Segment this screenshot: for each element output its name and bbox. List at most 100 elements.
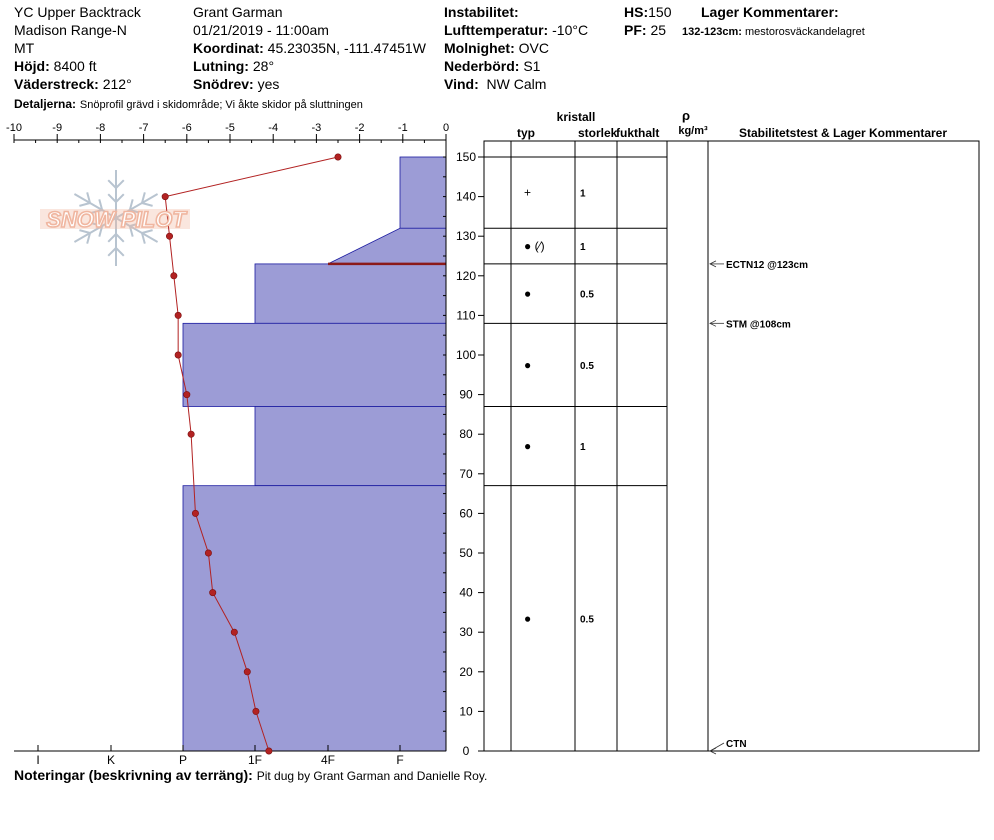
slope: Lutning: 28°	[193, 58, 275, 74]
height-tick-label: 80	[459, 427, 473, 441]
elevation: Höjd: 8400 ft	[14, 58, 97, 74]
snowflake-branch	[79, 202, 91, 207]
snowflake-branch	[115, 193, 125, 203]
hardness-tick-label: 4F	[321, 753, 335, 767]
grain-type-symbol: ● (⁄)	[524, 239, 545, 253]
temperature-series	[161, 153, 342, 755]
snowflake-arm	[115, 193, 159, 219]
temperature-tick-label: -7	[139, 122, 149, 134]
snowflake-branch	[86, 192, 91, 204]
temperature-point	[161, 193, 169, 201]
stability-header: Stabilitetstest & Lager Kommentarer	[739, 126, 947, 140]
snowflake-branch	[115, 179, 125, 189]
height-tick-label: 90	[459, 388, 473, 402]
hardness-tick-label: I	[36, 753, 39, 767]
temperature-tick-label: -6	[182, 122, 192, 134]
hardness-layer	[327, 227, 447, 265]
stability-test-label: CTN	[726, 739, 747, 750]
height-tick-label: 100	[456, 348, 476, 362]
snowflake-branch	[86, 232, 91, 244]
snowflake-branch	[129, 222, 141, 227]
moisture-header: fukthalt	[616, 126, 659, 140]
details: Detaljerna: Snöprofil grävd i skidområde…	[14, 97, 363, 111]
snowflake-arm	[73, 193, 117, 219]
temperature-point	[209, 589, 217, 597]
profile-axes: -10 -9 -8 -7 -6 -5 -4 -3 -2 -1 0I K P 1F 4F F0102030405…	[6, 122, 484, 767]
temperature-point	[230, 628, 238, 636]
layer-comment: 132-123cm: mestorosväckandelagret	[682, 26, 865, 38]
hardness-layer	[399, 156, 447, 229]
snow-pilot-logo: SNOW PILOT	[46, 207, 187, 232]
snowflake-branch	[98, 199, 104, 211]
datetime: 01/21/2019 - 11:00am	[193, 22, 329, 38]
sky-cover: Molnighet: OVC	[444, 40, 549, 56]
height-tick-label: 30	[459, 625, 473, 639]
hardness-layer	[182, 485, 447, 752]
snowflake-branch	[141, 202, 153, 207]
hardness-layers	[182, 156, 447, 752]
foot-penetration: PF: 25	[624, 22, 667, 38]
height-tick-label: 0	[463, 744, 470, 758]
temperature-tick-label: -1	[398, 122, 408, 134]
location-state: MT	[14, 40, 35, 56]
temperature-point	[170, 272, 178, 280]
height-tick-label: 50	[459, 546, 473, 560]
temperature-tick-label: -2	[355, 122, 365, 134]
height-tick-label: 110	[456, 308, 475, 322]
stability-arrow-head	[709, 260, 717, 268]
snowflake-branch	[141, 192, 146, 204]
snowflake-branch	[115, 233, 125, 243]
height-tick-label: 70	[459, 467, 473, 481]
height-tick-label: 20	[459, 665, 473, 679]
hardness-tick-label: 1F	[248, 753, 262, 767]
temperature-tick-label: -9	[52, 122, 62, 134]
temperature-point	[166, 232, 174, 240]
type-header: typ	[517, 126, 535, 140]
snowflake-branch	[91, 222, 103, 227]
wind-loading: Snödrev: yes	[193, 76, 280, 92]
temperature-point	[191, 509, 199, 517]
snowflake-branch	[107, 247, 117, 257]
hardness-tick-label: K	[107, 753, 115, 767]
grain-type-symbol: ●	[524, 287, 531, 301]
grain-type-symbol: ●	[524, 358, 531, 372]
temperature-point	[243, 668, 251, 676]
temperature-tick-label: -4	[268, 122, 278, 134]
stability-arrow-head	[709, 319, 717, 327]
coordinates: Koordinat: 45.23035N, -111.47451W	[193, 40, 426, 56]
snowflake-branch	[128, 225, 134, 237]
grain-type-symbol: +	[524, 186, 531, 200]
temperature-tick-label: -8	[96, 122, 106, 134]
snowflake-branch	[91, 209, 103, 214]
temperature-point	[187, 430, 195, 438]
temperature-point	[174, 351, 182, 359]
height-tick-label: 40	[459, 586, 473, 600]
stability-test-label: STM @108cm	[726, 319, 791, 330]
temperature-tick-label: -10	[6, 122, 22, 134]
grain-size: 1	[580, 442, 586, 453]
snowflake-arm	[115, 217, 159, 243]
temperature-point	[265, 747, 273, 755]
height-tick-label: 130	[456, 229, 476, 243]
temperature-tick-label: -3	[312, 122, 322, 134]
snowflake-branch	[98, 225, 104, 237]
wind: Vind: NW Calm	[444, 76, 547, 92]
crystal-header: kristall	[557, 110, 596, 124]
height-tick-label: 140	[456, 190, 476, 204]
hardness-layer	[254, 406, 447, 487]
layer-table: +1 ● (⁄) 1 ● 0.5 ● 0.5 ● 1 ● 0.5 ECTN12 @123cm STM @…	[483, 140, 980, 755]
snowflake-branch	[107, 179, 117, 189]
location-range: Madison Range-N	[14, 22, 127, 38]
size-header: storlek	[578, 126, 618, 140]
density-unit: kg/m³	[678, 125, 708, 137]
aspect: Väderstreck: 212°	[14, 76, 132, 92]
location-name: YC Upper Backtrack	[14, 4, 141, 20]
temperature-point	[204, 549, 212, 557]
stability-arrow-head	[709, 747, 717, 755]
instability-label: Instabilitet:	[444, 4, 519, 20]
logo-banner	[40, 209, 190, 229]
temperature-point	[334, 153, 342, 161]
table-border	[483, 140, 980, 752]
temperature-tick-label: 0	[443, 122, 449, 134]
